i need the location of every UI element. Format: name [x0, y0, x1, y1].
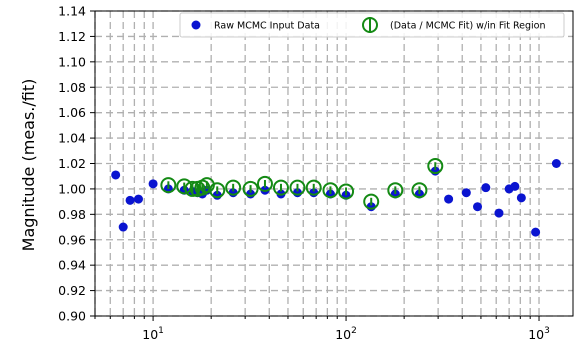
fit-data-point [225, 179, 242, 196]
y-tick-label: 0.98 [58, 207, 86, 222]
fit-data-point [363, 193, 380, 210]
legend-raw-marker [191, 20, 201, 30]
x-tick-label-exponent: 2 [351, 326, 357, 336]
y-tick-label: 0.92 [58, 283, 86, 298]
legend-frame [179, 12, 565, 38]
raw-data-point [551, 159, 561, 168]
raw-data-point [510, 181, 520, 191]
y-tick-label: 0.96 [58, 232, 86, 247]
fit-data-point [184, 180, 201, 197]
fit-data-point [272, 179, 289, 196]
y-tick-label: 0.90 [58, 309, 86, 324]
raw-data-point [444, 194, 454, 204]
y-tick-label: 1.04 [58, 131, 86, 146]
raw-data-point [461, 188, 471, 198]
raw-data-point [148, 179, 158, 189]
fit-data-point [242, 180, 259, 197]
x-tick-label-exponent: 1 [158, 326, 164, 336]
raw-data-point [516, 193, 526, 203]
x-tick-label: 103 [528, 326, 550, 342]
y-axis-label: Magnitude (meas./fit) [19, 79, 38, 252]
raw-data-point [118, 222, 128, 232]
raw-data-point [481, 183, 491, 193]
fit-data-point [387, 182, 404, 199]
y-tick-label: 1.06 [58, 105, 86, 120]
fit-data-point [209, 182, 226, 199]
x-tick-label-base: 10 [142, 327, 158, 342]
raw-data-point [494, 208, 504, 218]
fit-data-point [289, 179, 306, 196]
x-tick-label-exponent: 3 [544, 326, 550, 336]
raw-data-point [111, 170, 121, 180]
fit-data-point [160, 177, 177, 194]
grid-layer [94, 10, 573, 317]
raw-data-point [133, 194, 143, 204]
y-tick-label: 1.12 [58, 29, 86, 44]
fit-data-point [256, 175, 273, 192]
y-tick-label: 1.10 [58, 54, 86, 69]
fit-data-point [427, 158, 444, 175]
y-tick-label: 1.08 [58, 80, 86, 95]
x-tick-label-base: 10 [335, 327, 351, 342]
data-layer [111, 158, 561, 237]
fit-data-point [322, 182, 339, 199]
y-tick-label: 0.94 [58, 258, 86, 273]
raw-data-point [125, 195, 135, 205]
y-tick-label: 1.00 [58, 181, 86, 196]
legend-raw-label: Raw MCMC Input Data [214, 21, 320, 32]
y-tick-label: 1.02 [58, 156, 86, 171]
fit-data-point [338, 183, 355, 200]
fit-data-point [305, 179, 322, 196]
x-tick-label-base: 10 [528, 327, 544, 342]
fit-data-point [411, 182, 428, 199]
raw-data-point [473, 202, 483, 212]
tick-layer: 0.90 0.92 0.94 0.96 0.98 1.00 1.02 1.04 1.06 1.08… [58, 4, 550, 343]
legend: Raw MCMC Input Data (Data / MCMC Fit) w/… [179, 12, 565, 38]
legend-fit-marker [362, 17, 378, 33]
y-tick-label: 1.14 [58, 4, 86, 19]
x-tick-label: 102 [335, 326, 357, 342]
raw-data-point [531, 227, 541, 237]
x-tick-label: 101 [142, 326, 164, 342]
legend-fit-label: (Data / MCMC Fit) w/in Fit Region [390, 21, 546, 32]
